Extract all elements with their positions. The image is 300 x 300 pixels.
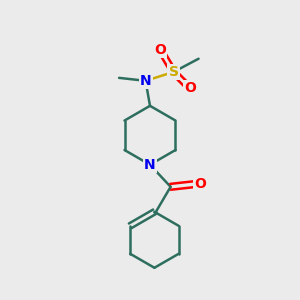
Text: O: O	[184, 81, 196, 95]
Text: O: O	[154, 43, 166, 57]
Text: S: S	[169, 65, 178, 79]
Text: N: N	[144, 158, 156, 172]
Text: O: O	[194, 177, 206, 191]
Text: N: N	[140, 74, 152, 88]
